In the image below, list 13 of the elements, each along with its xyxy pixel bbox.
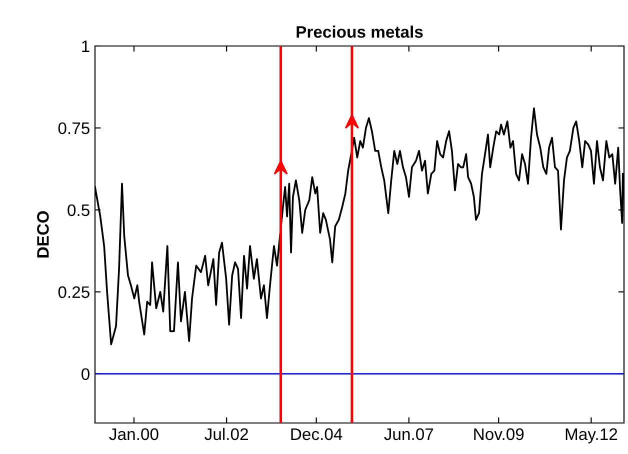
y-tick-label: 0.75 [58,122,90,134]
x-tick-label: Jul.02 [204,428,248,440]
x-tick-label: Jan.00 [109,428,158,440]
chart-title: Precious metals [296,26,423,38]
y-tick-label: 0.5 [68,204,90,216]
x-tick-label: May.12 [566,428,618,444]
y-tick-label: 1 [82,40,90,52]
x-tick-label: Dec.04 [291,428,342,440]
y-tick-label: 0 [82,368,90,380]
y-tick-label: 0.25 [58,286,90,298]
y-axis-title: DECO [37,211,49,258]
x-tick-label: Jun.07 [384,428,434,440]
x-tick-label: Nov.09 [474,428,524,440]
